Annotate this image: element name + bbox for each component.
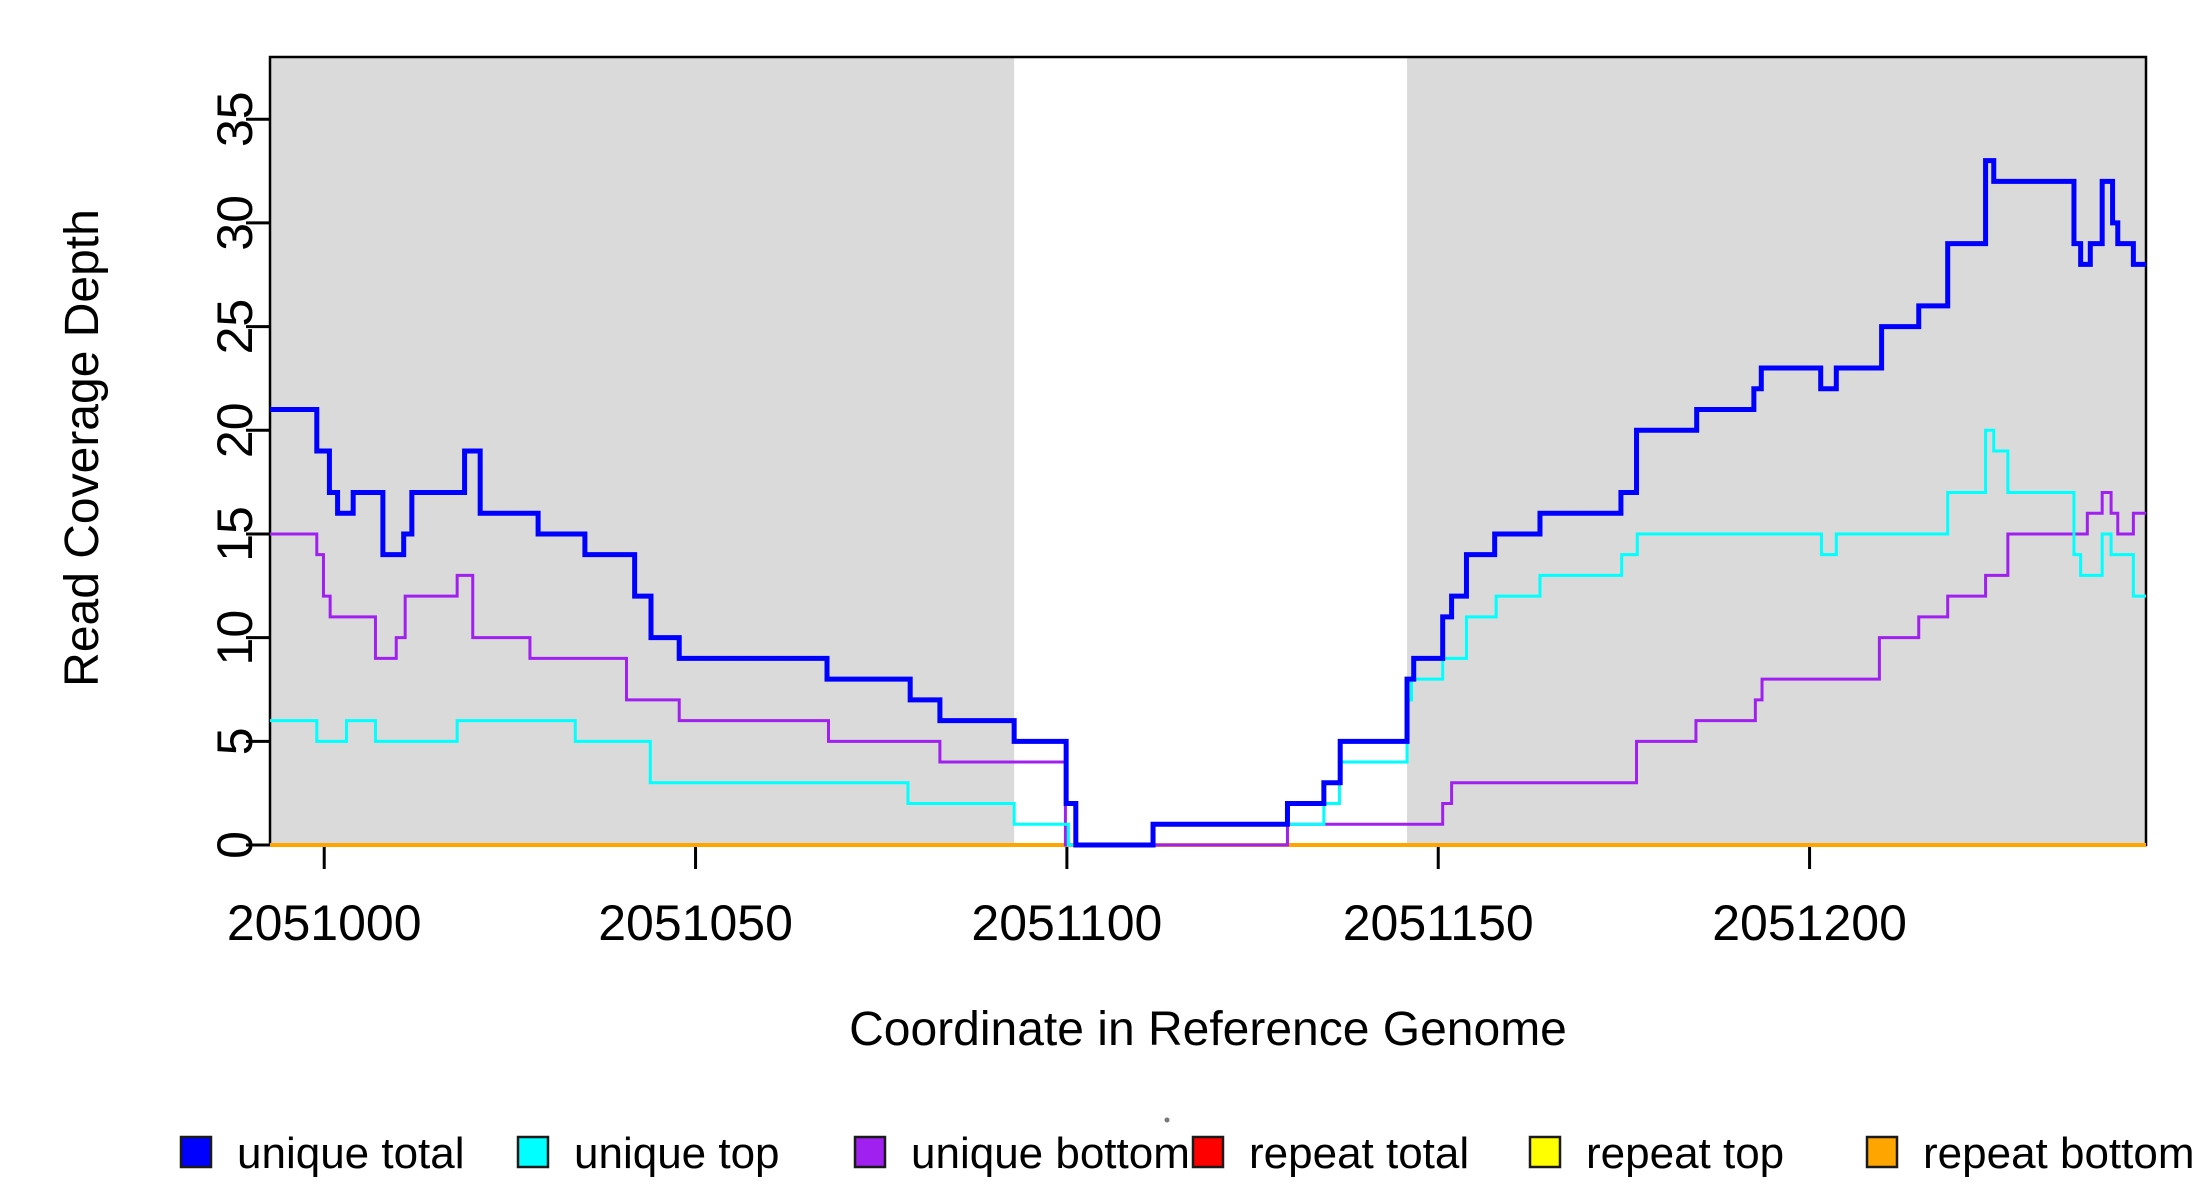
legend: unique total unique top unique bottom repea… [179, 1129, 2195, 1178]
shaded-region [1407, 57, 2146, 845]
x-tick-label: 2051050 [598, 895, 793, 951]
x-tick-label: 2051200 [1712, 895, 1907, 951]
legend-label-repeat-total: repeat total [1249, 1129, 1469, 1178]
legend-swatch-repeat-total [1191, 1135, 1225, 1169]
stray-dot-artifact [1164, 1117, 1170, 1123]
legend-label-unique-top: unique top [574, 1129, 780, 1178]
legend-label-unique-total: unique total [237, 1129, 465, 1178]
series-lines [270, 158, 2146, 848]
x-tick-label: 2051150 [1343, 895, 1534, 951]
x-tick-label: 2051000 [227, 895, 422, 951]
y-axis-title: Read Coverage Depth [56, 209, 109, 687]
series-line-unique-top [270, 428, 2146, 847]
y-tick-label: 0 [207, 831, 263, 859]
y-tick-label: 5 [207, 727, 263, 755]
legend-swatch-repeat-top [1528, 1135, 1562, 1169]
series-line-unique-total [270, 158, 2146, 848]
y-tick-label: 20 [207, 402, 263, 458]
legend-swatch-unique-total [179, 1135, 213, 1169]
x-tick-label: 2051100 [971, 895, 1162, 951]
y-tick-label: 30 [207, 195, 263, 251]
y-tick-label: 25 [207, 299, 263, 355]
y-tick-label: 35 [207, 91, 263, 147]
legend-label-repeat-bottom: repeat bottom [1923, 1129, 2195, 1178]
legend-label-unique-bottom: unique bottom [911, 1129, 1190, 1178]
series-line-unique-bottom [270, 490, 2146, 847]
y-tick-label: 15 [207, 506, 263, 562]
legend-swatch-repeat-bottom [1865, 1135, 1899, 1169]
axes: 2051000 2051050 2051100 2051150 2051200 0 5 10 1… [207, 91, 1907, 951]
legend-swatch-unique-bottom [853, 1135, 887, 1169]
legend-swatch-unique-top [516, 1135, 550, 1169]
shaded-regions [270, 57, 2146, 845]
shaded-region [270, 57, 1015, 845]
legend-label-repeat-top: repeat top [1586, 1129, 1784, 1178]
x-axis-title: Coordinate in Reference Genome [849, 1003, 1567, 1056]
y-tick-label: 10 [207, 610, 263, 666]
